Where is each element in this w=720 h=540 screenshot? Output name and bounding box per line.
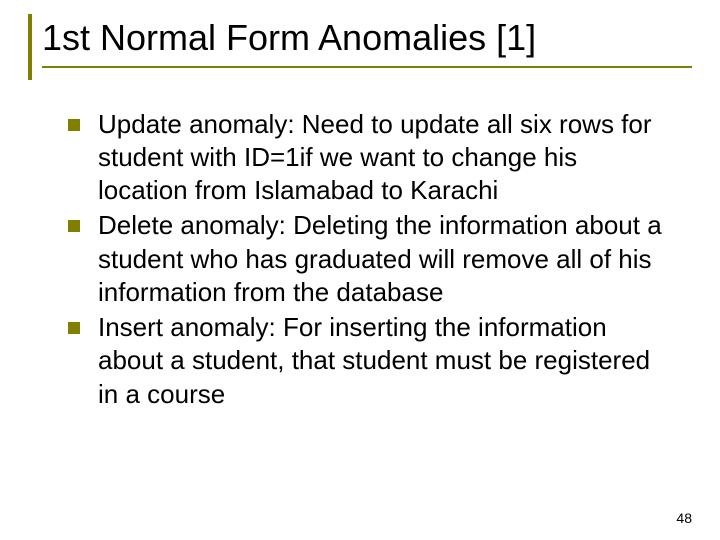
slide-container: 1st Normal Form Anomalies [1] Update ano… — [0, 0, 720, 540]
square-bullet-icon — [68, 119, 80, 131]
square-bullet-icon — [68, 322, 80, 334]
bullet-text: Update anomaly: Need to update all six r… — [98, 108, 672, 208]
bullet-text: Delete anomaly: Deleting the information… — [98, 209, 672, 309]
content-area: Update anomaly: Need to update all six r… — [28, 88, 692, 411]
slide-title: 1st Normal Form Anomalies [1] — [42, 18, 692, 68]
list-item: Delete anomaly: Deleting the information… — [68, 209, 672, 309]
list-item: Insert anomaly: For inserting the inform… — [68, 311, 672, 411]
bullet-text: Insert anomaly: For inserting the inform… — [98, 311, 672, 411]
list-item: Update anomaly: Need to update all six r… — [68, 108, 672, 208]
title-wrap: 1st Normal Form Anomalies [1] — [28, 14, 692, 80]
page-number: 48 — [676, 510, 692, 526]
square-bullet-icon — [68, 220, 80, 232]
